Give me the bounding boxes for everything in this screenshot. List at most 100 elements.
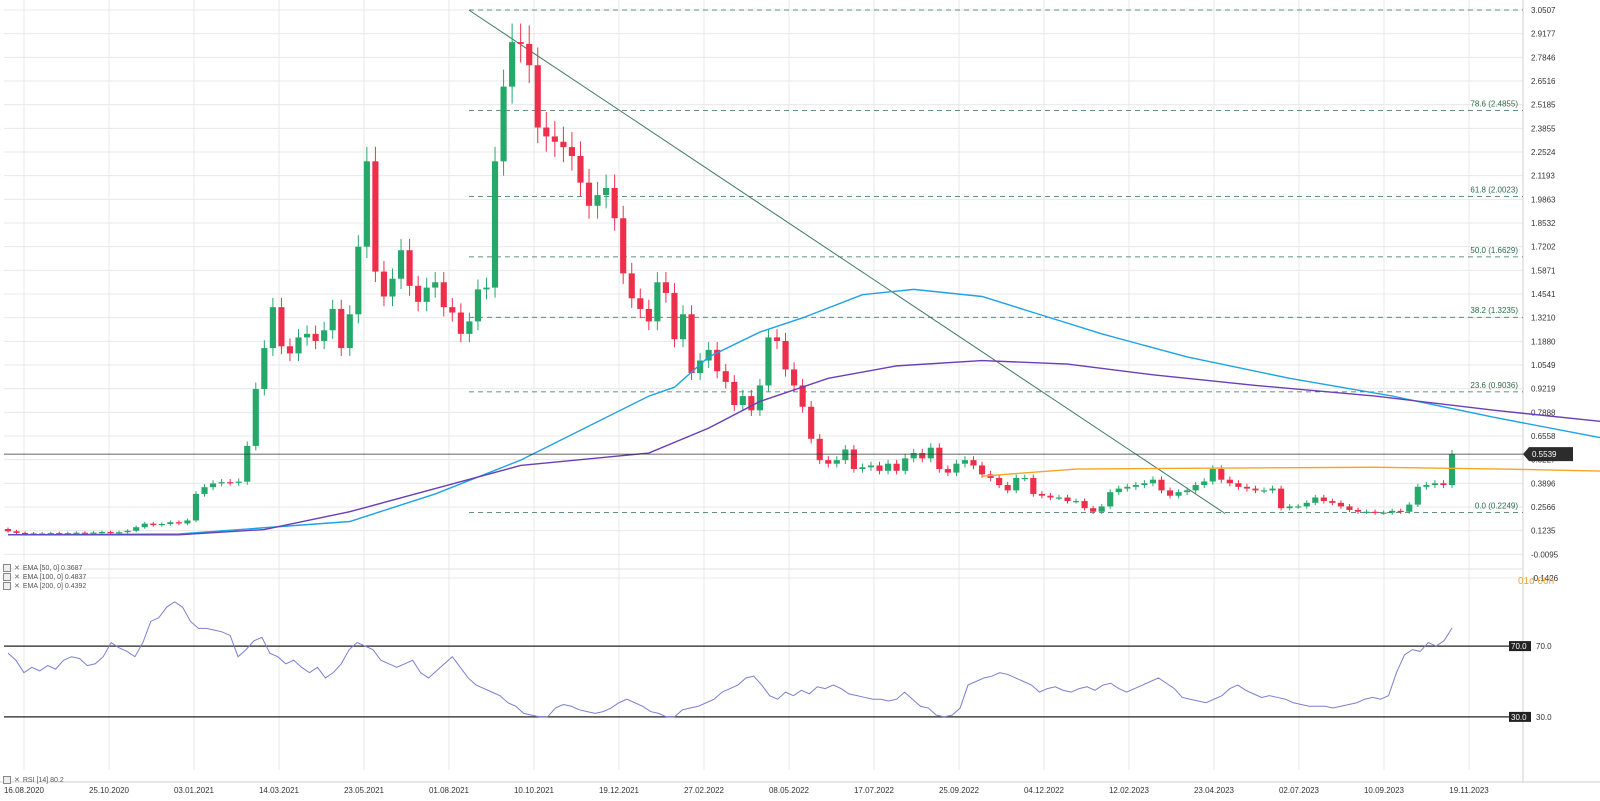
legend-visibility-icon[interactable]: [3, 582, 11, 590]
candle-countdown: 01d 06h: [1518, 576, 1555, 587]
legend-ema100-label: EMA [100, 0] 0.4837: [22, 573, 87, 581]
candle-body: [1209, 469, 1216, 482]
candle-body: [278, 307, 285, 347]
candle-body: [893, 463, 900, 471]
candle-body: [372, 161, 379, 272]
legend-close-icon[interactable]: ✕: [14, 565, 20, 572]
legend-ema200[interactable]: ✕ EMA [200, 0] 0.4392: [3, 582, 86, 590]
candle-body: [859, 467, 866, 470]
candle-body: [645, 308, 652, 322]
candle-body: [842, 449, 849, 461]
legend-visibility-icon[interactable]: [3, 564, 11, 572]
candle-body: [201, 487, 208, 494]
candle-body: [961, 460, 969, 464]
candle-body: [380, 271, 388, 297]
candle-body: [1260, 490, 1268, 492]
candle-body: [568, 147, 576, 156]
x-tick-label: 14.03.2021: [259, 786, 300, 795]
candle-body: [611, 187, 618, 219]
candle-body: [1013, 477, 1020, 491]
candle-body: [150, 523, 157, 526]
candle-body: [286, 346, 294, 354]
candle-body: [64, 533, 71, 535]
candle-body: [697, 360, 704, 373]
legend-ema100[interactable]: ✕ EMA [100, 0] 0.4837: [3, 573, 86, 581]
rsi-level-label: 70.0: [1536, 642, 1552, 651]
y-tick-label: 0.2566: [1531, 503, 1556, 512]
candle-body: [773, 337, 781, 341]
legend-close-icon[interactable]: ✕: [14, 777, 20, 784]
candle-body: [1166, 490, 1174, 496]
candle-body: [1004, 485, 1011, 491]
candle-body: [1243, 486, 1251, 489]
candle-body: [756, 385, 763, 411]
y-tick-label: 1.9863: [1531, 195, 1556, 204]
y-tick-label: 0.9219: [1531, 385, 1556, 394]
y-tick-label: 0.3896: [1531, 479, 1556, 488]
candle-body: [423, 287, 430, 302]
candle-body: [816, 438, 823, 461]
y-tick-label: 3.0507: [1531, 6, 1556, 15]
candle-body: [158, 523, 165, 526]
y-tick-label: 2.3855: [1531, 124, 1556, 133]
candle-body: [491, 161, 499, 288]
x-tick-label: 23.05.2021: [344, 786, 385, 795]
candle-body: [517, 42, 524, 44]
candle-body: [1141, 483, 1148, 486]
candle-body: [1038, 493, 1045, 496]
candle-body: [808, 406, 815, 439]
legend-visibility-icon[interactable]: [3, 573, 11, 581]
candle-body: [927, 447, 934, 459]
legend-ema50[interactable]: ✕ EMA [50, 0] 0.3687: [3, 564, 82, 572]
y-tick-label: 2.2524: [1531, 148, 1556, 157]
candle-body: [321, 330, 328, 341]
candle-body: [714, 349, 721, 372]
candle-body: [867, 465, 875, 468]
ema-line-200: [8, 359, 1600, 536]
candle-body: [765, 337, 772, 386]
rsi-line: [7, 601, 1453, 718]
candle-body: [1072, 501, 1080, 503]
candle-body: [483, 287, 490, 290]
y-tick-label: -0.1426: [1531, 574, 1559, 583]
candle-body: [1184, 490, 1191, 493]
x-tick-label: 19.11.2023: [1449, 786, 1489, 795]
candle-body: [799, 385, 806, 407]
legend-close-icon[interactable]: ✕: [14, 583, 20, 590]
candle-body: [662, 282, 669, 293]
ema-line-100: [982, 466, 1600, 477]
candle-body: [1218, 469, 1225, 480]
candle-body: [679, 314, 687, 340]
fib-level-label: 61.8 (2.0023): [1470, 185, 1518, 194]
candle-body: [184, 520, 191, 524]
candle-body: [1047, 495, 1054, 498]
candle-body: [329, 308, 336, 331]
candle-body: [876, 465, 883, 471]
candle-body: [722, 371, 729, 382]
y-tick-label: 1.7202: [1531, 243, 1556, 252]
candle-body: [731, 381, 738, 406]
rsi-level-badge-label: 30.0: [1511, 713, 1527, 722]
fib-level-label: 38.2 (1.3235): [1470, 306, 1518, 315]
candle-body: [1115, 488, 1122, 493]
candle-body: [603, 187, 610, 196]
y-tick-label: -0.0095: [1531, 550, 1559, 559]
x-tick-label: 03.01.2021: [174, 786, 215, 795]
candle-body: [209, 483, 217, 488]
y-tick-label: 1.1880: [1531, 337, 1556, 346]
candle-body: [81, 532, 88, 534]
candle-body: [1406, 504, 1413, 512]
candle-body: [850, 449, 857, 470]
candle-body: [1431, 483, 1438, 486]
legend-rsi[interactable]: ✕ RSI [14] 80.2: [3, 776, 64, 784]
legend-visibility-icon[interactable]: [3, 776, 11, 784]
legend-close-icon[interactable]: ✕: [14, 574, 20, 581]
candle-body: [551, 136, 558, 142]
x-tick-label: 19.12.2021: [599, 786, 640, 795]
x-tick-label: 04.12.2022: [1024, 786, 1065, 795]
x-tick-label: 25.09.2022: [939, 786, 980, 795]
trendline: [468, 9, 1226, 514]
candle-body: [902, 458, 909, 471]
candle-body: [1030, 477, 1037, 494]
